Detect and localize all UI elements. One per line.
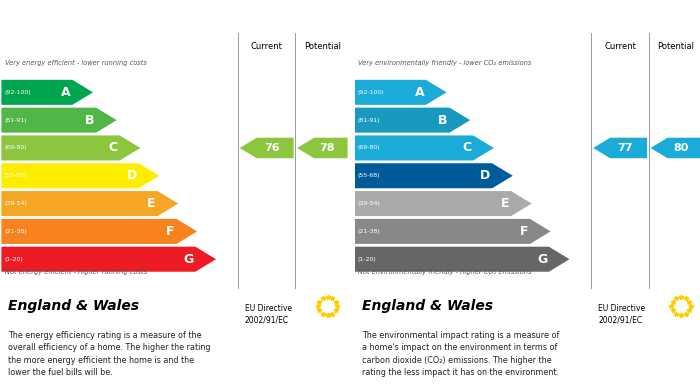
Text: (81-91): (81-91)	[358, 118, 380, 123]
Polygon shape	[355, 191, 532, 216]
Polygon shape	[1, 247, 216, 272]
Text: E: E	[500, 197, 510, 210]
Text: England & Wales: England & Wales	[362, 299, 493, 313]
Text: G: G	[537, 253, 547, 266]
Text: Very environmentally friendly - lower CO₂ emissions: Very environmentally friendly - lower CO…	[358, 60, 532, 66]
Polygon shape	[355, 80, 447, 105]
Polygon shape	[1, 108, 117, 133]
Polygon shape	[355, 135, 494, 160]
Text: A: A	[61, 86, 71, 99]
Text: A: A	[414, 86, 424, 99]
Text: C: C	[462, 142, 471, 154]
Text: Not energy efficient - higher running costs: Not energy efficient - higher running co…	[5, 269, 147, 275]
Polygon shape	[355, 247, 570, 272]
Text: B: B	[85, 114, 95, 127]
Text: Current: Current	[251, 42, 283, 51]
Text: (69-80): (69-80)	[4, 145, 27, 151]
Polygon shape	[650, 138, 700, 158]
Text: 77: 77	[617, 143, 633, 153]
Text: Potential: Potential	[304, 42, 341, 51]
Text: (39-54): (39-54)	[4, 201, 27, 206]
Text: Potential: Potential	[657, 42, 694, 51]
Text: Environmental Impact (CO₂) Rating: Environmental Impact (CO₂) Rating	[360, 10, 592, 23]
Polygon shape	[1, 191, 178, 216]
Text: (81-91): (81-91)	[4, 118, 27, 123]
Text: EU Directive
2002/91/EC: EU Directive 2002/91/EC	[598, 304, 645, 325]
Polygon shape	[355, 219, 551, 244]
Text: (92-100): (92-100)	[4, 90, 31, 95]
Text: 80: 80	[673, 143, 689, 153]
Text: (39-54): (39-54)	[358, 201, 381, 206]
Polygon shape	[1, 80, 93, 105]
Text: F: F	[166, 225, 175, 238]
Text: EU Directive
2002/91/EC: EU Directive 2002/91/EC	[245, 304, 292, 325]
Text: (92-100): (92-100)	[358, 90, 384, 95]
Polygon shape	[1, 163, 160, 188]
Text: 78: 78	[320, 143, 335, 153]
Polygon shape	[1, 135, 141, 160]
Text: Energy Efficiency Rating: Energy Efficiency Rating	[6, 10, 169, 23]
Polygon shape	[1, 219, 197, 244]
Text: C: C	[108, 142, 118, 154]
Polygon shape	[239, 138, 293, 158]
Text: Very energy efficient - lower running costs: Very energy efficient - lower running co…	[5, 60, 147, 66]
Text: Not environmentally friendly - higher CO₂ emissions: Not environmentally friendly - higher CO…	[358, 269, 532, 275]
Text: E: E	[147, 197, 156, 210]
Text: (1-20): (1-20)	[4, 257, 23, 262]
Polygon shape	[355, 163, 513, 188]
Text: The energy efficiency rating is a measure of the
overall efficiency of a home. T: The energy efficiency rating is a measur…	[8, 331, 211, 377]
Text: Current: Current	[604, 42, 636, 51]
Polygon shape	[593, 138, 647, 158]
Text: D: D	[127, 169, 137, 182]
Text: G: G	[183, 253, 194, 266]
Text: (21-38): (21-38)	[4, 229, 27, 234]
Text: (21-38): (21-38)	[358, 229, 380, 234]
Text: The environmental impact rating is a measure of
a home's impact on the environme: The environmental impact rating is a mea…	[362, 331, 559, 377]
Text: (55-68): (55-68)	[358, 173, 380, 178]
Text: D: D	[480, 169, 491, 182]
Text: (69-80): (69-80)	[358, 145, 380, 151]
Text: (55-68): (55-68)	[4, 173, 27, 178]
Text: F: F	[519, 225, 528, 238]
Polygon shape	[355, 108, 470, 133]
Text: (1-20): (1-20)	[358, 257, 377, 262]
Polygon shape	[297, 138, 348, 158]
Text: 76: 76	[264, 143, 279, 153]
Text: B: B	[438, 114, 448, 127]
Text: England & Wales: England & Wales	[8, 299, 139, 313]
